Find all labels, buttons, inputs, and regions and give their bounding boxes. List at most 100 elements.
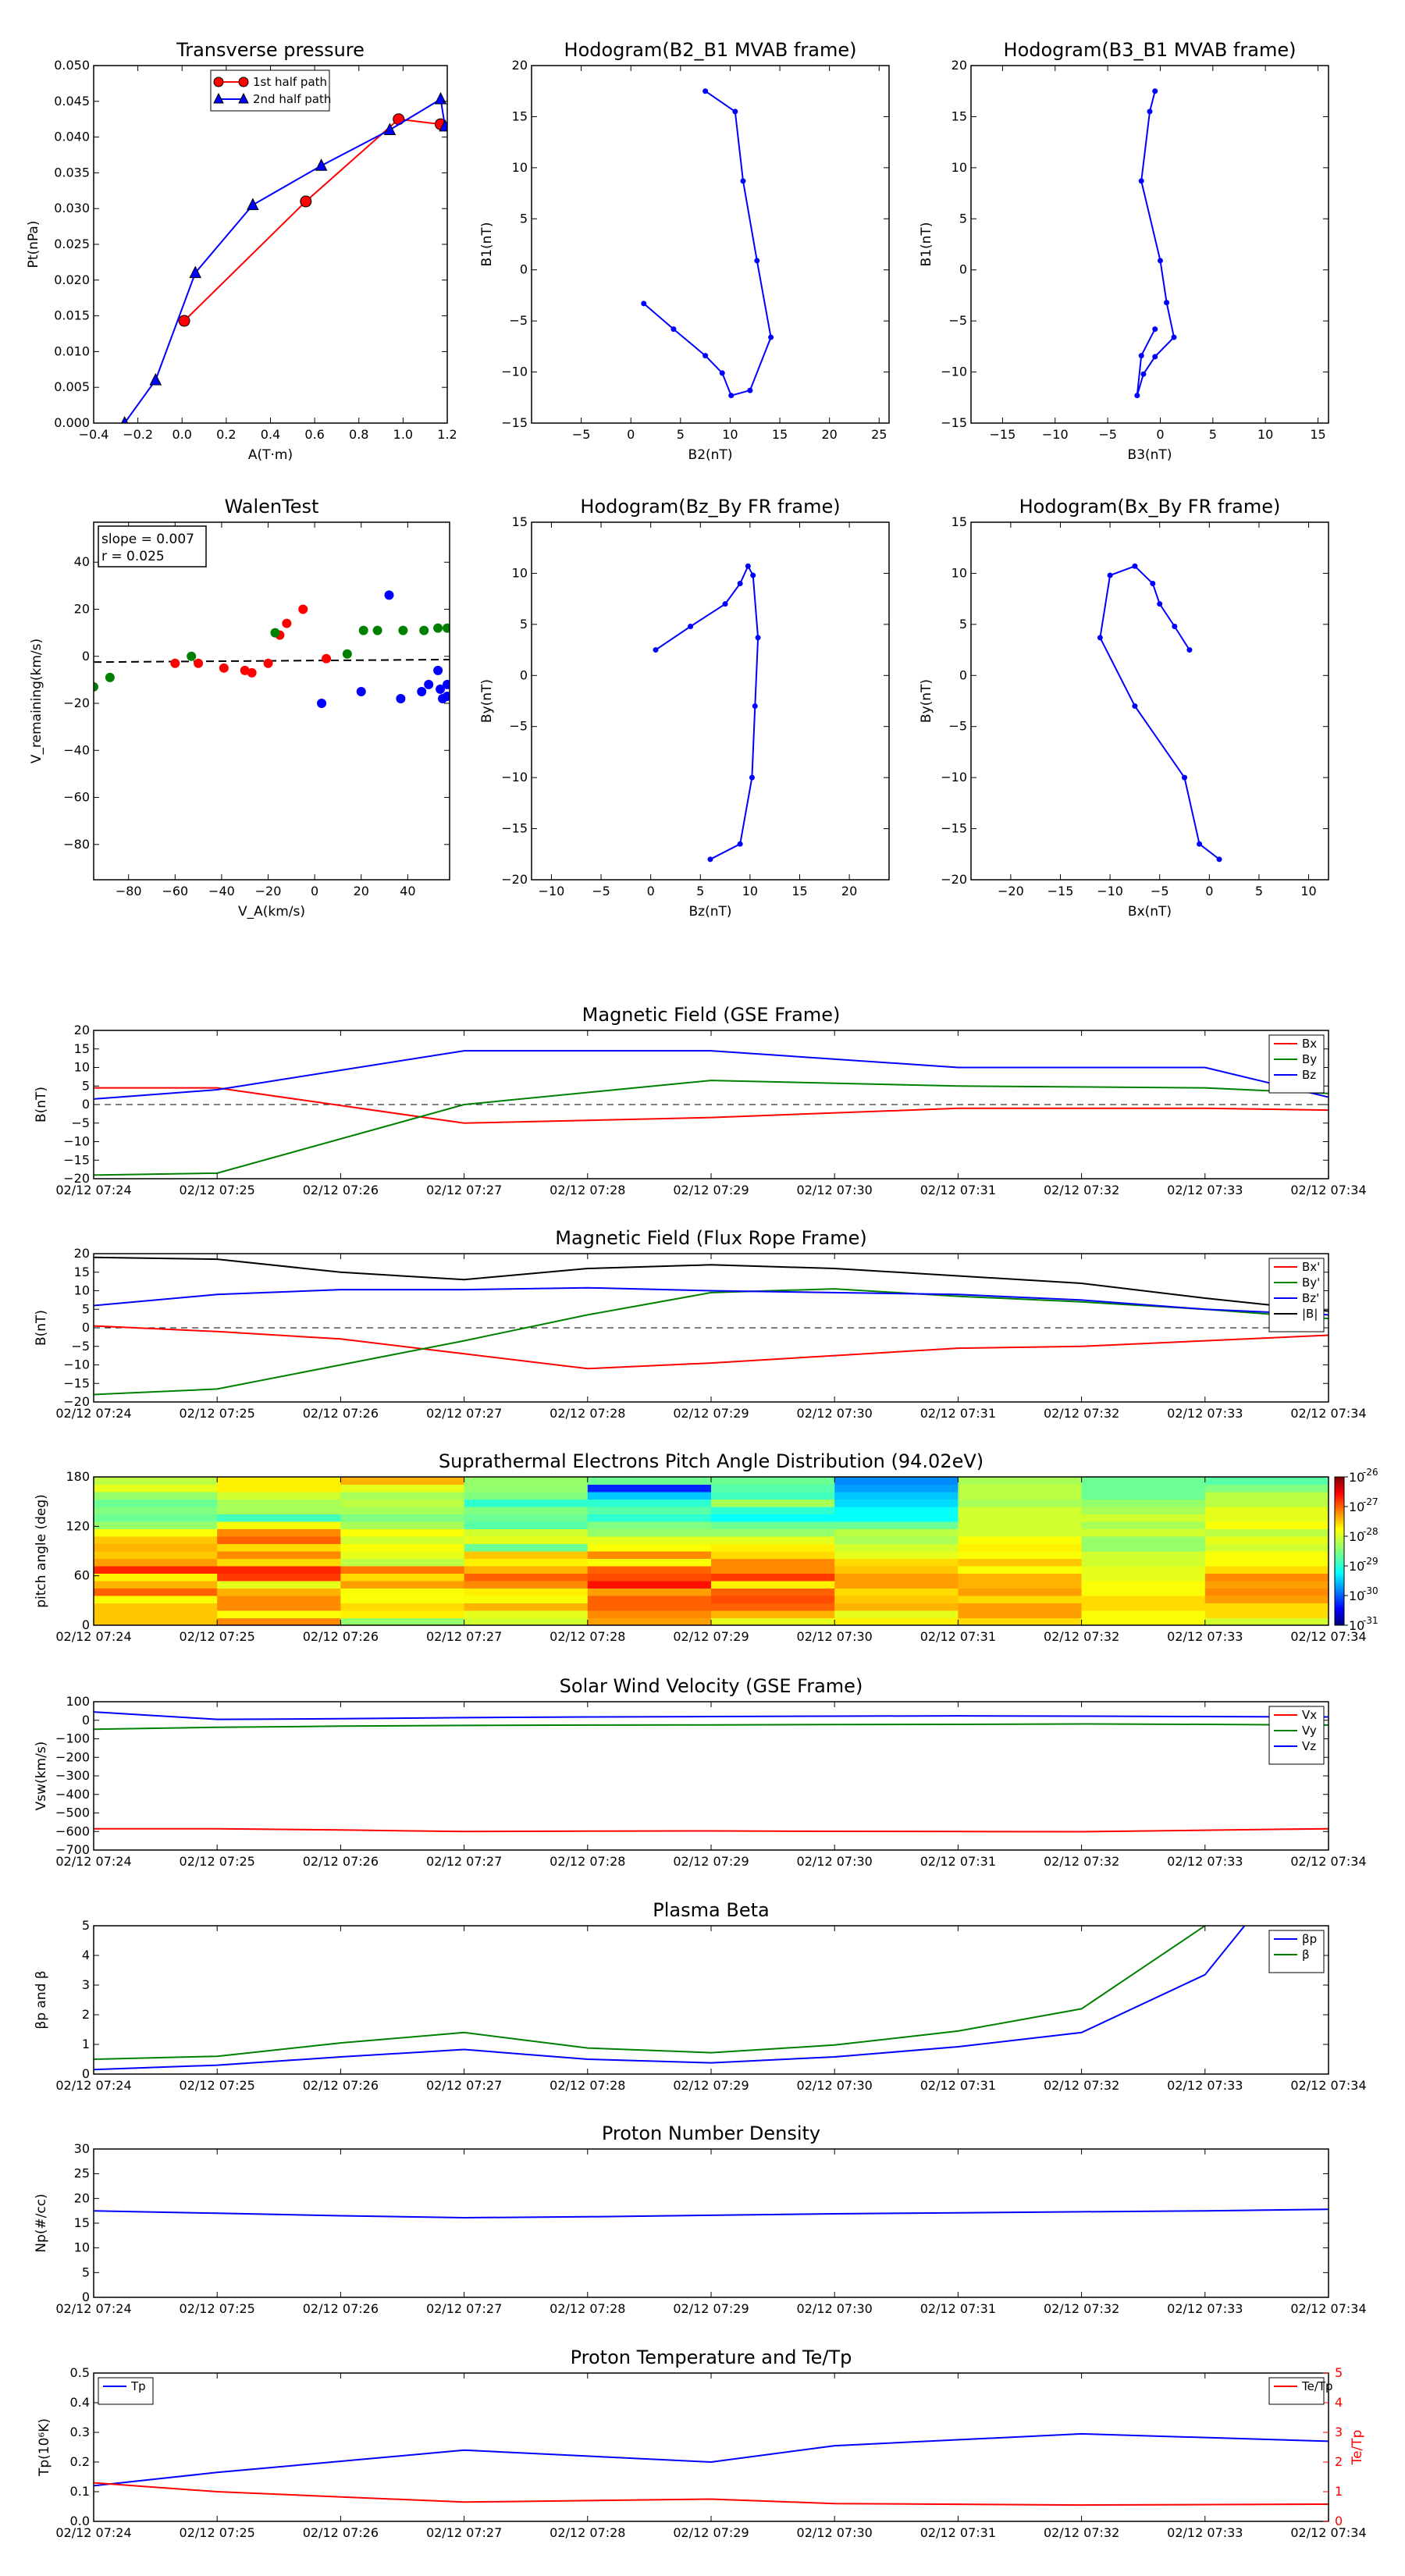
y-tick-label: 180	[66, 1469, 90, 1484]
x-tick-label: 5	[677, 427, 685, 442]
y-tick-label: 25	[74, 2166, 90, 2181]
x-tick-label: 02/12 07:32	[1044, 2078, 1119, 2093]
data-point	[358, 625, 368, 635]
plot-frame	[970, 65, 1329, 424]
heatmap-cell	[958, 1588, 1083, 1596]
heatmap-cell	[340, 1507, 465, 1514]
heatmap-cell	[94, 1558, 218, 1567]
heatmap-cell	[94, 1551, 218, 1559]
y-tick-label: 0.2	[70, 2454, 90, 2469]
y-tick-label: 0.030	[54, 201, 90, 215]
y-axis-label: pitch angle (deg)	[34, 1494, 49, 1608]
heatmap-cell	[587, 1514, 712, 1522]
data-point	[702, 353, 709, 359]
heatmap-cell	[958, 1521, 1083, 1529]
heatmap-cell	[464, 1507, 589, 1514]
y2-tick-label: 0	[1335, 2514, 1343, 2528]
heatmap-cell	[340, 1477, 465, 1485]
y-axis-label: By(nT)	[919, 679, 934, 723]
x-axis-label: A(T·m)	[248, 447, 293, 463]
data-point	[728, 393, 735, 399]
heatmap-cell	[711, 1492, 835, 1500]
y-tick-label: 0	[82, 649, 90, 664]
x-tick-label: 02/12 07:29	[673, 1406, 749, 1421]
x-tick-label: 02/12 07:33	[1167, 1854, 1243, 1869]
heatmap-cell	[834, 1551, 959, 1559]
heatmap-cell	[834, 1566, 959, 1574]
x-tick-label: 02/12 07:34	[1290, 1183, 1366, 1197]
data-point	[641, 301, 647, 307]
legend-label: Te/Tp	[1301, 2379, 1333, 2393]
x-tick-label: 02/12 07:29	[673, 1183, 749, 1197]
y-tick-label: −700	[55, 1842, 90, 1857]
heatmap-cell	[1204, 1521, 1329, 1529]
heatmap-cell	[834, 1603, 959, 1611]
y2-tick-label: 2	[1335, 2454, 1343, 2469]
heatmap-cell	[217, 1521, 341, 1529]
heatmap-cell	[1204, 1499, 1329, 1507]
series-line-0	[94, 2208, 1329, 2219]
heatmap-cell	[1081, 1507, 1206, 1514]
heatmap-cell	[587, 1551, 712, 1559]
heatmap-cell	[711, 1484, 835, 1493]
heatmap-cell	[834, 1581, 959, 1589]
x-tick-label: 02/12 07:30	[797, 1183, 873, 1197]
heatmap-cell	[1081, 1551, 1206, 1559]
heatmap-cell	[834, 1558, 959, 1567]
y-tick-label: −5	[71, 1115, 90, 1130]
data-point	[1152, 326, 1158, 333]
chart-title: Proton Temperature and Te/Tp	[571, 2347, 852, 2368]
x-tick-label: 02/12 07:24	[55, 2525, 131, 2540]
y-tick-label: 10	[512, 160, 528, 175]
chart-panel-11: Proton Number Density 02/12 07:24 02/12 07…	[34, 2122, 1367, 2316]
y-tick-label: 0.000	[54, 415, 90, 430]
heatmap-cell	[1081, 1566, 1206, 1574]
y-tick-label: −60	[63, 790, 90, 805]
data-point	[1182, 774, 1188, 781]
heatmap-cell	[464, 1610, 589, 1618]
y-tick-label: 5	[520, 211, 528, 226]
y-tick-label: 0.4	[70, 2395, 90, 2410]
heatmap-cell	[1081, 1603, 1206, 1611]
data-point	[1152, 354, 1158, 360]
heatmap-cell	[1081, 1536, 1206, 1544]
heatmap-cell	[1204, 1492, 1329, 1500]
heatmap-cell	[1081, 1543, 1206, 1552]
x-tick-label: 40	[400, 884, 415, 898]
y-tick-label: −100	[55, 1731, 90, 1746]
x-tick-label: 02/12 07:25	[180, 2525, 255, 2540]
x-tick-label: 02/12 07:32	[1044, 1406, 1119, 1421]
x-tick-label: 02/12 07:30	[797, 2525, 873, 2540]
x-tick-label: 02/12 07:24	[55, 1183, 131, 1197]
chart-panel-6: Magnetic Field (GSE Frame) 02/12 07:24 02/…	[34, 1004, 1367, 1197]
x-tick-label: 02/12 07:29	[673, 2078, 749, 2093]
x-tick-label: 1.0	[393, 427, 413, 442]
heatmap-cell	[464, 1581, 589, 1589]
y-tick-label: −80	[63, 837, 90, 852]
x-tick-label: 02/12 07:24	[55, 2078, 131, 2093]
x-tick-label: 02/12 07:25	[180, 1629, 255, 1644]
x-tick-label: 02/12 07:24	[55, 2301, 131, 2316]
heatmap-cell	[1081, 1477, 1206, 1485]
heatmap-cell	[958, 1603, 1083, 1611]
y-axis-label: B1(nT)	[479, 222, 495, 267]
y-axis-label: V_remaining(km/s)	[29, 639, 44, 763]
y-tick-label: −10	[941, 365, 967, 379]
x-tick-label: 02/12 07:33	[1167, 1629, 1243, 1644]
legend-box	[1268, 2377, 1325, 2405]
y-tick-label: 60	[74, 1568, 90, 1583]
x-tick-label: 02/12 07:31	[920, 2078, 996, 2093]
x-tick-label: 25	[871, 427, 887, 442]
heatmap-cell	[587, 1484, 712, 1493]
plot-frame	[531, 65, 890, 424]
x-tick-label: 5	[1209, 427, 1217, 442]
data-point	[1147, 109, 1153, 115]
chart-title: Proton Number Density	[602, 2122, 820, 2144]
y-tick-label: −15	[501, 821, 528, 836]
chart-panel-9: Solar Wind Velocity (GSE Frame) 02/12 07:…	[34, 1675, 1367, 1869]
heatmap-cell	[1081, 1573, 1206, 1582]
x-tick-label: 02/12 07:26	[303, 2301, 379, 2316]
heatmap-cell	[1081, 1521, 1206, 1529]
data-point	[740, 178, 746, 184]
x-tick-label: −5	[1151, 884, 1169, 898]
